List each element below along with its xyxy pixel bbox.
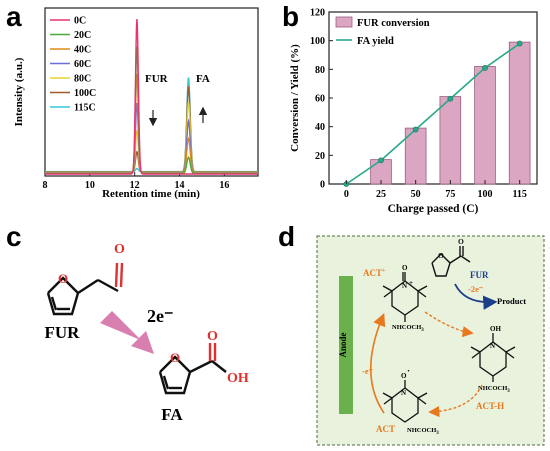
chart-b-point-50 [412,126,419,133]
act-radical-dot: · [407,366,410,376]
fur-small-structure [431,246,471,277]
chart-b-bar-100 [474,66,496,185]
act-plus-oxygen: O [402,264,408,272]
fur-aldehyde-oxygen: O [114,242,125,257]
fur-ring-oxygen: O [58,271,68,286]
chart-a-xtick-label: 8 [43,180,48,191]
chart-b-legend-swatch-bar [335,16,353,28]
chart-a-xtick-label: 16 [219,180,229,191]
act-h-structure [470,333,516,382]
chart-a-series-100C [45,86,258,173]
act-h-to-act-arrow [428,384,483,418]
fa-carbonyl-oxygen: O [207,329,218,344]
panel-label-b: b [282,1,299,32]
anode-electrode [339,276,353,414]
chart-a-legend-label: 80C [74,74,91,85]
chart-a-series-60C [45,102,258,174]
panel-label-c: c [6,221,22,252]
fur-to-product-arrow [454,283,498,310]
act-plus-label: ACT+ [363,268,386,278]
electrons-top-label: -2e⁻ [468,284,484,294]
fur-label: FUR [45,323,81,342]
scheme-c: O O FUR 2e⁻ O O OH FA [45,242,249,424]
fur-small-label: FUR [470,270,489,280]
scheme-d: Anode O O FUR O N + NHCOCH3 ACT+ [316,235,545,446]
chart-a: 8 10 12 14 16 0C 20C 40C 60C 80C 100C 115C Retenti… [13,7,259,200]
fa-hydroxyl: OH [227,371,249,386]
chart-b-xtick-label: 50 [411,189,421,200]
act-plus-nitrogen: N [402,282,407,290]
act-structure [382,380,428,423]
chart-a-xtick-label: 14 [175,180,185,191]
chart-a-legend-label: 40C [74,45,91,56]
chart-a-legend-label: 100C [74,88,96,99]
fur-small-ring-oxygen: O [438,251,444,260]
act-label: ACT [376,424,395,434]
chart-b-bar-75 [439,96,462,185]
chart-b-xtick-label: 75 [445,189,455,200]
chart-b-point-75 [447,95,454,102]
reaction-arrow [100,311,154,354]
electrons-left-label: -e⁻ [362,366,374,376]
chart-a-ylabel: Intensity (a.u.) [13,57,25,126]
act-plus-structure [382,272,428,322]
panel-label-a: a [6,1,22,32]
fa-peak-label: FA [196,73,210,85]
fa-ring-oxygen: O [170,350,180,365]
act-plus-substituent: NHCOCH3 [392,324,424,333]
chart-b-ytick-label: 40 [315,122,325,133]
chart-b-ytick-label: 100 [310,36,325,47]
chart-b: 0 20 40 60 80 100 120 0 25 50 75 100 115 FUR convers… [289,8,538,215]
chart-b-point-115 [516,40,523,47]
chart-a-frame [44,7,259,177]
act-h-substituent: NHCOCH3 [478,385,510,394]
product-label: Product [497,296,526,306]
chart-b-ytick-label: 0 [320,180,325,191]
chart-b-xtick-label: 115 [512,189,526,200]
chart-a-legend-label: 0C [74,16,86,27]
chart-b-ytick-label: 120 [310,8,325,19]
act-to-act-plus-arrow [370,313,386,414]
panel-label-d: d [278,221,295,252]
chart-a-series-0C [45,18,258,175]
chart-a-xtick-label: 10 [85,180,95,191]
chart-a-legend-label: 115C [74,103,96,114]
chart-b-xlabel: Charge passed (C) [388,203,479,215]
chart-b-xtick-label: 100 [478,189,493,200]
chart-b-legend-label-line: FA yield [357,36,394,47]
chart-a-legend-label: 20C [74,30,91,41]
chart-b-ytick-label: 80 [315,65,325,76]
chart-b-ytick-label: 20 [315,151,325,162]
electron-label: 2e⁻ [147,306,174,326]
chart-b-xtick-label: 25 [376,189,386,200]
fa-structure [158,343,227,395]
chart-b-bar-115 [508,41,531,185]
chart-a-xtick-label: 12 [130,180,140,191]
act-plus-charge: + [409,279,413,287]
act-substituent: NHCOCH3 [407,427,439,436]
chart-b-ytick-label: 60 [315,94,325,105]
act-h-hydroxyl: OH [490,325,501,333]
chart-b-point-25 [378,157,384,164]
chart-b-ylabel: Conversion / Yield (%) [289,44,301,152]
anode-label: Anode [338,332,348,357]
fa-label: FA [161,405,183,424]
act-h-label: ACT-H [476,401,504,411]
act-oxygen: O [401,372,407,380]
act-h-nitrogen: N [490,342,495,350]
chart-b-line [345,42,521,185]
chart-a-legend-label: 60C [74,59,91,70]
fur-small-aldehyde-oxygen: O [458,237,464,246]
act-plus-to-act-h-arrow [424,311,474,338]
chart-a-xlabel: Retention time (min) [102,188,200,200]
chart-b-xtick-label: 0 [344,189,349,200]
chart-b-legend-label-bar: FUR conversion [357,18,430,29]
act-nitrogen: N [401,389,406,397]
fur-structure [46,262,124,316]
fur-peak-label: FUR [145,73,169,85]
chart-b-point-100 [482,65,488,71]
